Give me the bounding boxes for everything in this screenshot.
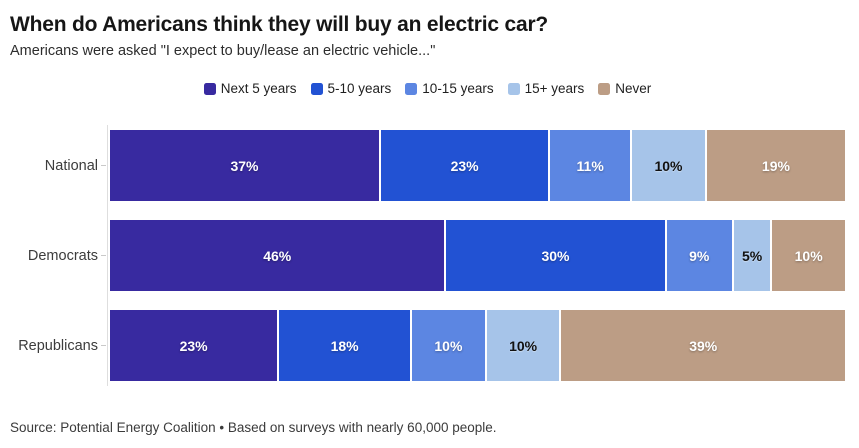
- bar-segment: 18%: [279, 310, 411, 381]
- bar-segment: 19%: [706, 130, 845, 201]
- chart-row: Republicans 23% 18% 10% 10% 39%: [10, 310, 845, 381]
- page-title: When do Americans think they will buy an…: [10, 13, 549, 36]
- bar-segment: 9%: [666, 220, 732, 291]
- page-subtitle: Americans were asked "I expect to buy/le…: [10, 43, 436, 59]
- bar-segment: 10%: [772, 220, 845, 291]
- stacked-bar: 23% 18% 10% 10% 39%: [110, 310, 845, 381]
- legend-swatch-icon: [203, 82, 216, 95]
- category-label-text: Republicans: [18, 337, 98, 354]
- category-label: Republicans: [10, 310, 106, 381]
- axis-tick: [101, 345, 106, 346]
- category-label: National: [10, 130, 106, 201]
- legend-swatch-icon: [507, 82, 520, 95]
- bar-segment: 39%: [561, 310, 845, 381]
- legend-item: 5-10 years: [310, 81, 392, 96]
- legend-label: 10-15 years: [422, 81, 494, 96]
- legend-swatch-icon: [598, 82, 611, 95]
- stacked-bar: 37% 23% 11% 10% 19%: [110, 130, 845, 201]
- category-label-text: Democrats: [27, 247, 98, 264]
- source-note: Source: Potential Energy Coalition • Bas…: [10, 420, 497, 435]
- legend-item: 10-15 years: [405, 81, 494, 96]
- legend-item: 15+ years: [507, 81, 585, 96]
- bar-segment: 10%: [632, 130, 705, 201]
- axis-tick: [101, 165, 106, 166]
- legend-swatch-icon: [405, 82, 418, 95]
- chart-row: National 37% 23% 11% 10% 19%: [10, 130, 845, 201]
- bar-segment: 10%: [412, 310, 485, 381]
- legend-label: 15+ years: [524, 81, 585, 96]
- bar-segment: 30%: [446, 220, 665, 291]
- legend-item: Never: [598, 81, 651, 96]
- bar-segment: 10%: [486, 310, 560, 381]
- y-axis-line: [107, 125, 108, 386]
- chart-rows: National 37% 23% 11% 10% 19% Democrats 46% 30% 9%…: [10, 130, 845, 381]
- legend-label: Next 5 years: [220, 81, 297, 96]
- legend-item: Next 5 years: [203, 81, 297, 96]
- legend-swatch-icon: [310, 82, 323, 95]
- bar-segment: 11%: [550, 130, 631, 201]
- legend-label: 5-10 years: [327, 81, 392, 96]
- bar-segment: 23%: [110, 310, 278, 381]
- legend-label: Never: [615, 81, 652, 96]
- bar-segment: 46%: [110, 220, 445, 291]
- bar-segment: 5%: [733, 220, 771, 291]
- axis-tick: [101, 255, 106, 256]
- bar-segment: 23%: [380, 130, 549, 201]
- stacked-bar-chart: National 37% 23% 11% 10% 19% Democrats 46% 30% 9%…: [10, 125, 845, 386]
- bar-segment: 37%: [110, 130, 379, 201]
- legend: Next 5 years 5-10 years 10-15 years 15+ yea…: [10, 81, 845, 96]
- category-label-text: National: [44, 157, 98, 174]
- chart-row: Democrats 46% 30% 9% 5% 10%: [10, 220, 845, 291]
- stacked-bar: 46% 30% 9% 5% 10%: [110, 220, 845, 291]
- category-label: Democrats: [10, 220, 106, 291]
